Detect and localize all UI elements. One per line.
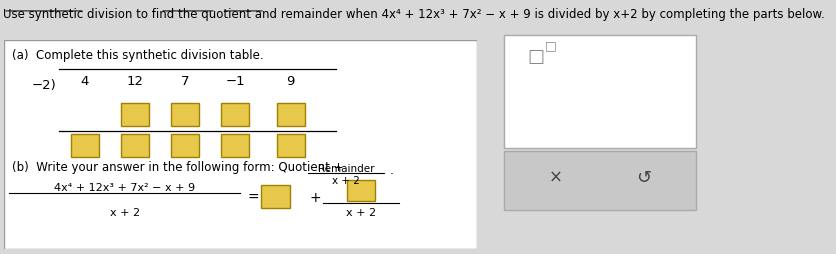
Bar <box>171 134 199 157</box>
Bar <box>277 103 304 126</box>
Bar <box>120 134 149 157</box>
Text: x + 2: x + 2 <box>332 175 359 185</box>
Text: .: . <box>390 163 394 176</box>
Text: Use synthetic division to find the quotient and remainder when 4x⁴ + 12x³ + 7x² : Use synthetic division to find the quoti… <box>3 8 825 21</box>
Text: x + 2: x + 2 <box>346 207 376 217</box>
Text: 7: 7 <box>181 75 189 88</box>
Text: (a)  Complete this synthetic division table.: (a) Complete this synthetic division tab… <box>13 49 264 62</box>
Bar <box>503 36 696 149</box>
Text: =: = <box>247 190 259 204</box>
Bar <box>262 185 289 208</box>
Text: 12: 12 <box>126 75 143 88</box>
Bar <box>503 151 696 210</box>
Bar <box>70 134 99 157</box>
Text: □: □ <box>528 48 544 66</box>
Text: −1: −1 <box>226 75 245 88</box>
Text: 4: 4 <box>80 75 89 88</box>
Bar <box>120 103 149 126</box>
Text: −2): −2) <box>32 79 57 92</box>
Bar <box>277 134 304 157</box>
Text: 4x⁴ + 12x³ + 7x² − x + 9: 4x⁴ + 12x³ + 7x² − x + 9 <box>54 183 196 193</box>
Bar <box>222 134 249 157</box>
Text: +: + <box>310 190 322 204</box>
Text: ×: × <box>548 168 563 186</box>
Text: x + 2: x + 2 <box>110 207 140 217</box>
Text: Remainder: Remainder <box>318 164 375 173</box>
Text: (b)  Write your answer in the following form: Quotient +: (b) Write your answer in the following f… <box>13 161 344 173</box>
Text: 9: 9 <box>287 75 295 88</box>
Text: □: □ <box>545 39 557 52</box>
Bar <box>171 103 199 126</box>
Text: ↺: ↺ <box>636 168 651 186</box>
Bar <box>347 180 375 201</box>
Bar <box>222 103 249 126</box>
